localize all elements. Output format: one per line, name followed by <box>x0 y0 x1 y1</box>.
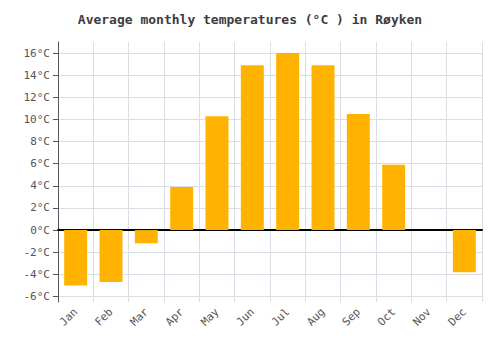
svg-text:Sep: Sep <box>340 305 363 328</box>
svg-text:8°C: 8°C <box>30 135 50 148</box>
svg-text:Jan: Jan <box>57 305 80 328</box>
svg-text:Jun: Jun <box>234 305 257 328</box>
svg-text:10°C: 10°C <box>24 113 51 126</box>
svg-text:12°C: 12°C <box>24 91 51 104</box>
svg-text:Nov: Nov <box>410 305 433 328</box>
svg-text:Feb: Feb <box>92 305 115 328</box>
svg-text:Jul: Jul <box>269 305 292 328</box>
svg-text:-6°C: -6°C <box>24 290 51 303</box>
svg-text:2°C: 2°C <box>30 201 50 214</box>
svg-text:May: May <box>198 305 221 328</box>
svg-text:Aug: Aug <box>304 305 327 328</box>
svg-text:Oct: Oct <box>375 305 398 328</box>
svg-text:0°C: 0°C <box>30 224 50 237</box>
svg-text:14°C: 14°C <box>24 69 51 82</box>
svg-text:4°C: 4°C <box>30 179 50 192</box>
svg-text:16°C: 16°C <box>24 47 51 60</box>
svg-text:Mar: Mar <box>128 305 151 328</box>
svg-text:Apr: Apr <box>163 305 186 328</box>
svg-text:-2°C: -2°C <box>24 246 51 259</box>
svg-text:6°C: 6°C <box>30 157 50 170</box>
svg-text:-4°C: -4°C <box>24 268 51 281</box>
svg-text:Average monthly temperatures (: Average monthly temperatures (°C ) in Rø… <box>78 12 422 27</box>
svg-text:Dec: Dec <box>446 305 469 328</box>
